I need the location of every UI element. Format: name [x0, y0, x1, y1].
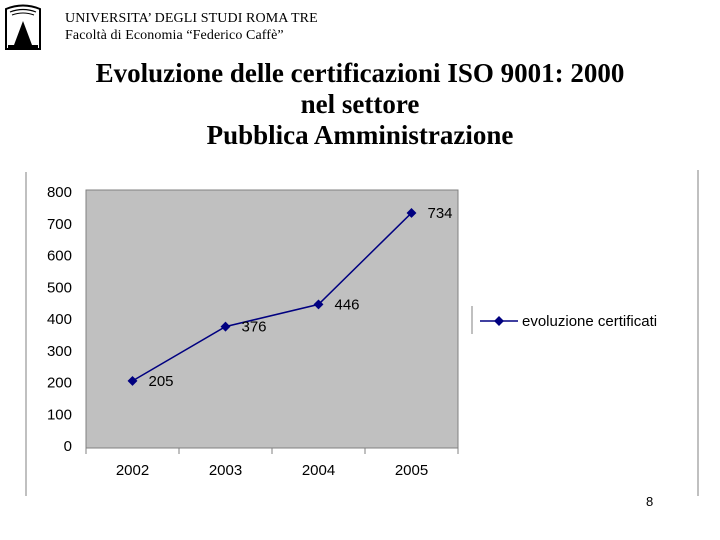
- data-label: 205: [149, 373, 174, 390]
- title-line-2: nel settore: [300, 89, 420, 119]
- y-tick-label: 200: [47, 375, 72, 392]
- slide-title: Evoluzione delle certificazioni ISO 9001…: [0, 58, 720, 151]
- university-name: UNIVERSITA’ DEGLI STUDI ROMA TRE: [65, 11, 318, 26]
- x-tick-label: 2004: [302, 462, 335, 479]
- y-tick-label: 400: [47, 311, 72, 328]
- page-number: 8: [646, 494, 654, 509]
- title-line-1: Evoluzione delle certificazioni ISO 9001…: [95, 58, 625, 88]
- university-logo: [5, 4, 41, 50]
- title-line-3: Pubblica Amministrazione: [206, 120, 514, 150]
- x-tick-label: 2003: [209, 462, 242, 479]
- legend-marker: [494, 316, 504, 326]
- plot-area: [85, 189, 459, 449]
- faculty-name: Facoltà di Economia “Federico Caffè”: [65, 28, 284, 43]
- data-point: [406, 208, 417, 218]
- y-tick-label: 700: [47, 216, 72, 233]
- series-line: [132, 212, 413, 382]
- y-tick-label: 100: [47, 406, 72, 423]
- y-tick-label: 800: [47, 184, 72, 201]
- x-axis: 2002 2003 2004 2005: [85, 448, 459, 479]
- data-point: [313, 299, 324, 310]
- series-evoluzione-certificati: 205 376 446 734: [127, 205, 453, 390]
- legend-label: evoluzione certificati: [522, 313, 657, 330]
- university-header: UNIVERSITA’ DEGLI STUDI ROMA TRE Facoltà…: [65, 10, 318, 44]
- data-label: 376: [242, 319, 267, 336]
- x-tick-label: 2002: [116, 462, 149, 479]
- y-axis: 0 100 200 300 400 500 600 700 800: [47, 184, 72, 455]
- data-point: [220, 321, 231, 332]
- data-label: 734: [428, 205, 453, 222]
- legend: evoluzione certificati: [471, 306, 657, 334]
- y-tick-label: 600: [47, 248, 72, 265]
- data-label: 446: [335, 296, 360, 313]
- x-tick-label: 2005: [395, 462, 428, 479]
- data-point: [127, 375, 138, 386]
- y-tick-label: 500: [47, 279, 72, 296]
- y-tick-label: 0: [64, 438, 72, 455]
- y-tick-label: 300: [47, 343, 72, 360]
